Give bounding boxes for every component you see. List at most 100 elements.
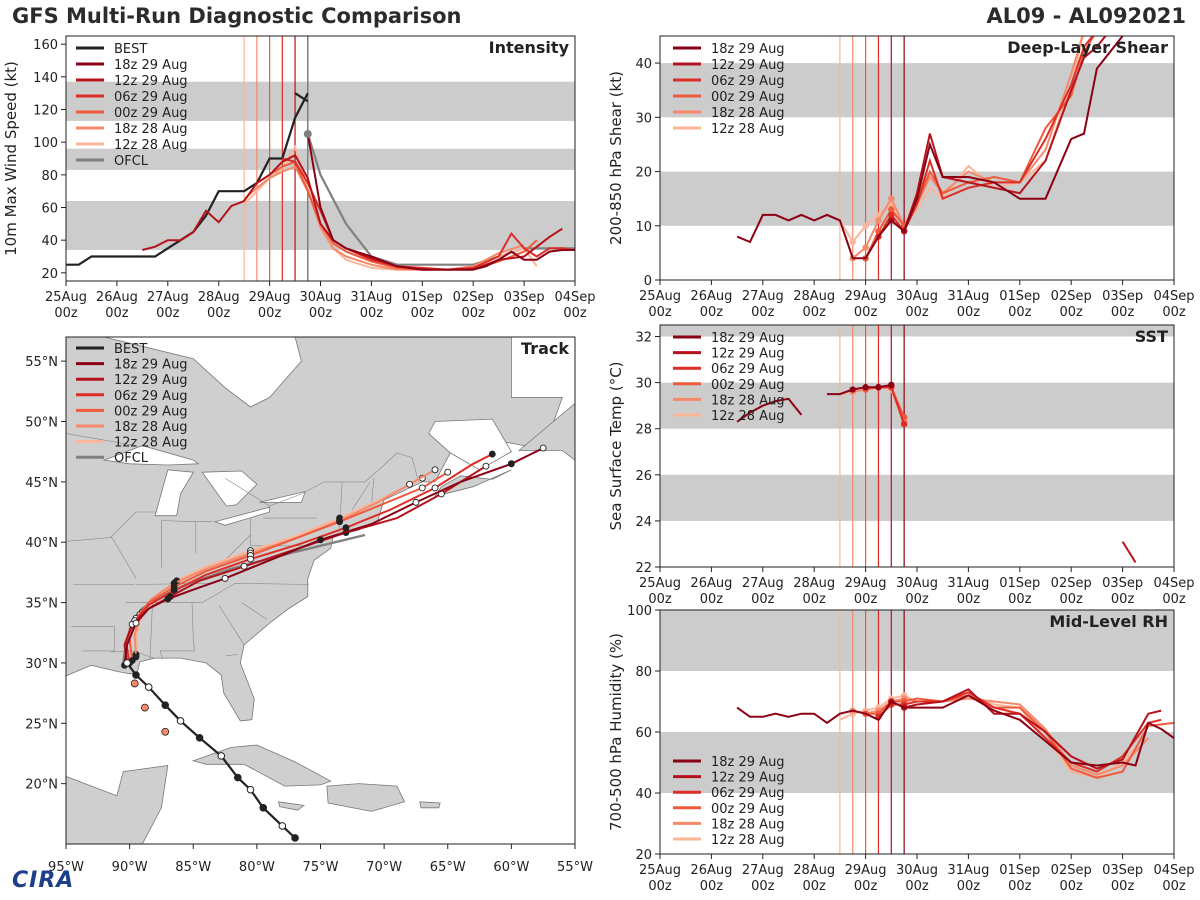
intensity-band-2 xyxy=(66,81,575,121)
rh-legend-label: 00z 29 Aug xyxy=(711,802,785,817)
sst-xtick-label: 27Aug xyxy=(742,576,784,591)
border-ga-sc xyxy=(218,604,245,645)
sst-series-18z-29-aug xyxy=(736,397,803,423)
shear-init-marker xyxy=(888,206,895,213)
track-ytick-label: 50°N xyxy=(25,416,58,431)
track-xtick-label: 85°W xyxy=(175,860,211,875)
border-us-canada-west xyxy=(66,433,137,446)
sst-xtick-label: 31Aug xyxy=(947,576,989,591)
lake-ontario xyxy=(259,490,306,503)
intensity-xtick-label: 00z xyxy=(462,306,486,321)
intensity-ytick-label: 120 xyxy=(33,104,58,119)
sst-xtick-label: 00z xyxy=(1008,592,1032,607)
rh-legend-label: 18z 29 Aug xyxy=(711,755,785,770)
sst-legend-label: 06z 29 Aug xyxy=(711,362,785,377)
intensity-band-1 xyxy=(66,148,575,170)
intensity-legend-label: 12z 29 Aug xyxy=(114,74,188,89)
track-legend-label: OFCL xyxy=(114,451,149,466)
track-legend-label: 12z 28 Aug xyxy=(114,436,188,451)
sst-plot-area xyxy=(660,325,1174,567)
sst-ylabel: Sea Surface Temp (°C) xyxy=(607,361,625,530)
rh-xtick-label: 28Aug xyxy=(793,863,835,878)
track-best-marker xyxy=(195,733,204,742)
shear-init-marker xyxy=(862,222,869,229)
shear-xtick-label: 30Aug xyxy=(896,289,938,304)
sst-band-1 xyxy=(660,382,1174,429)
shear-xtick-label: 00z xyxy=(1008,305,1032,320)
shear-legend-label: 18z 28 Aug xyxy=(711,106,785,121)
sst-legend-label: 18z 28 Aug xyxy=(711,393,785,408)
sst-init-marker xyxy=(862,384,869,391)
shear-xtick-label: 31Aug xyxy=(947,289,989,304)
sst-xtick-label: 00z xyxy=(751,592,775,607)
rh-series-18z-28-aug xyxy=(852,697,1150,776)
border-vt-nh xyxy=(352,481,371,510)
intensity-title: Intensity xyxy=(489,38,570,57)
border-ar-la xyxy=(71,626,115,652)
intensity-xtick-label: 00z xyxy=(512,306,536,321)
track-xtick-label: 95°W xyxy=(48,860,84,875)
rh-ytick-label: 80 xyxy=(635,665,652,680)
nova-scotia-land xyxy=(434,469,512,497)
rh-xtick-label: 30Aug xyxy=(896,863,938,878)
puerto-rico-land xyxy=(419,801,441,809)
shear-title: Deep-Layer Shear xyxy=(1007,38,1168,57)
shear-init-marker xyxy=(862,244,869,251)
sst-xtick-label: 00z xyxy=(957,592,981,607)
rh-ytick-label: 60 xyxy=(635,726,652,741)
shear-xtick-label: 02Sep xyxy=(1051,289,1092,304)
track-ytick-label: 20°N xyxy=(25,778,58,793)
rh-legend-label: 12z 28 Aug xyxy=(711,833,785,848)
intensity-xtick-label: 31Aug xyxy=(350,290,392,305)
border-il-wi xyxy=(110,511,158,538)
lake-huron xyxy=(201,470,258,507)
intensity-ytick-label: 40 xyxy=(41,234,58,249)
track-position-marker xyxy=(412,498,420,506)
intensity-xtick-label: 00z xyxy=(258,306,282,321)
track-position-marker xyxy=(240,562,248,570)
shear-series-18z-29-aug xyxy=(736,36,1124,260)
sst-xtick-label: 29Aug xyxy=(845,576,887,591)
intensity-ytick-label: 140 xyxy=(33,71,58,86)
rh-xtick-label: 00z xyxy=(1111,879,1135,894)
intensity-xtick-label: 26Aug xyxy=(96,290,138,305)
border-nh-me xyxy=(371,478,375,507)
track-position-marker xyxy=(406,480,414,488)
track-best-marker xyxy=(233,773,242,782)
sst-xtick-label: 00z xyxy=(905,592,929,607)
sst-init-marker xyxy=(888,381,895,389)
shear-plot-area xyxy=(660,36,1174,280)
intensity-legend-label: 00z 29 Aug xyxy=(114,106,188,121)
shear-legend-label: 00z 29 Aug xyxy=(711,90,785,105)
intensity-legend-label: 12z 28 Aug xyxy=(114,138,188,153)
track-legend-label: 12z 29 Aug xyxy=(114,373,188,388)
rh-series-12z-29-aug xyxy=(890,688,1162,770)
lake-superior xyxy=(102,445,200,466)
rh-xtick-label: 00z xyxy=(803,879,827,894)
track-xtick-label: 65°W xyxy=(430,860,466,875)
intensity-xtick-label: 27Aug xyxy=(147,290,189,305)
jamaica-land xyxy=(277,801,306,811)
track-best-marker xyxy=(132,671,140,679)
intensity-ofcl-init-marker xyxy=(303,130,312,138)
rh-band-1 xyxy=(660,610,1174,671)
intensity-xtick-label: 28Aug xyxy=(198,290,240,305)
intensity-xtick-label: 00z xyxy=(54,306,78,321)
track-position-marker xyxy=(488,450,496,458)
shear-xtick-label: 00z xyxy=(1060,305,1084,320)
shear-xtick-label: 00z xyxy=(803,305,827,320)
rh-legend-label: 12z 29 Aug xyxy=(711,771,785,786)
intensity-xtick-label: 00z xyxy=(156,306,180,321)
track-position-marker xyxy=(132,619,140,627)
rh-xtick-label: 00z xyxy=(905,879,929,894)
track-best-marker xyxy=(217,752,226,760)
intensity-xtick-label: 00z xyxy=(105,306,129,321)
shear-xtick-label: 00z xyxy=(700,305,724,320)
shear-xtick-label: 00z xyxy=(957,305,981,320)
sst-init-marker xyxy=(849,386,856,393)
track-legend-label: 18z 29 Aug xyxy=(114,358,188,373)
track-xtick-label: 70°W xyxy=(366,860,402,875)
